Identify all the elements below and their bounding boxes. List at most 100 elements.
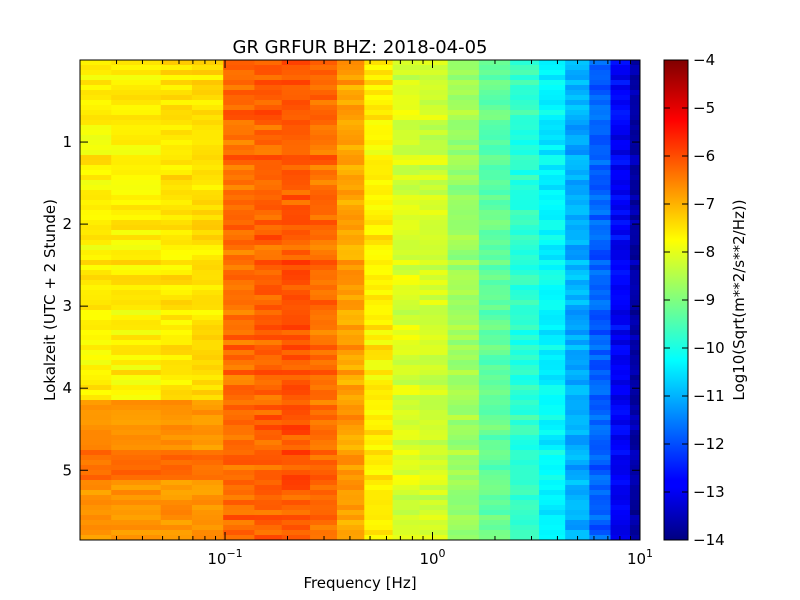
heatmap-cell <box>254 260 283 266</box>
heatmap-cell <box>478 325 511 331</box>
heatmap-cell <box>510 350 540 356</box>
heatmap-cell <box>336 355 365 361</box>
heatmap-cell <box>310 205 338 211</box>
heatmap-cell <box>364 480 394 486</box>
heatmap-cell <box>80 240 112 246</box>
heatmap-cell <box>336 535 365 540</box>
heatmap-cell <box>565 130 590 136</box>
heatmap-cell <box>610 105 631 111</box>
heatmap-cell <box>254 75 283 81</box>
heatmap-cell <box>223 520 256 526</box>
heatmap-cell <box>223 470 256 476</box>
heatmap-cell <box>447 385 480 391</box>
heatmap-cell <box>254 535 283 540</box>
heatmap-cell <box>223 430 256 436</box>
heatmap-cell <box>539 400 566 406</box>
heatmap-cell <box>589 405 612 411</box>
heatmap-cell <box>111 225 162 231</box>
heatmap-cell <box>80 95 112 101</box>
heatmap-cell <box>364 210 394 216</box>
heatmap-cell <box>565 85 590 91</box>
heatmap-cell <box>336 230 365 236</box>
heatmap-cell <box>160 125 193 131</box>
heatmap-cell <box>223 100 256 106</box>
heatmap-cell <box>565 530 590 536</box>
heatmap-cell <box>629 210 640 216</box>
heatmap-cell <box>589 295 612 301</box>
heatmap-cell <box>629 175 640 181</box>
heatmap-cell <box>111 230 162 236</box>
heatmap-cell <box>478 400 511 406</box>
heatmap-cell <box>447 330 480 336</box>
heatmap-cell <box>160 445 193 451</box>
heatmap-cell <box>281 125 311 131</box>
heatmap-cell <box>629 485 640 491</box>
heatmap-cell <box>629 400 640 406</box>
heatmap-cell <box>364 235 394 241</box>
heatmap-cell <box>160 95 193 101</box>
heatmap-cell <box>281 115 311 121</box>
heatmap-cell <box>310 125 338 131</box>
heatmap-cell <box>281 230 311 236</box>
heatmap-cell <box>589 305 612 311</box>
heatmap-cell <box>254 395 283 401</box>
heatmap-cell <box>336 105 365 111</box>
heatmap-cell <box>447 105 480 111</box>
heatmap-cell <box>447 325 480 331</box>
heatmap-cell <box>160 75 193 81</box>
heatmap-cell <box>223 485 256 491</box>
heatmap-cell <box>223 490 256 496</box>
heatmap-cell <box>478 495 511 501</box>
heatmap-cell <box>364 85 394 91</box>
heatmap-cell <box>281 160 311 166</box>
heatmap-cell <box>419 460 449 466</box>
heatmap-cell <box>392 375 421 381</box>
heatmap-cell <box>610 90 631 96</box>
heatmap-cell <box>160 320 193 326</box>
heatmap-cell <box>191 205 224 211</box>
heatmap-cell <box>254 205 283 211</box>
heatmap-cell <box>419 355 449 361</box>
heatmap-cell <box>539 150 566 156</box>
heatmap-cell <box>447 75 480 81</box>
heatmap-cell <box>510 470 540 476</box>
heatmap-cell <box>589 505 612 511</box>
heatmap-cell <box>392 190 421 196</box>
heatmap-cell <box>392 130 421 136</box>
heatmap-cell <box>336 295 365 301</box>
heatmap-cell <box>310 520 338 526</box>
heatmap-cell <box>629 415 640 421</box>
heatmap-cell <box>281 500 311 506</box>
heatmap-cell <box>419 405 449 411</box>
heatmap-cell <box>539 335 566 341</box>
heatmap-cell <box>111 395 162 401</box>
heatmap-cell <box>364 415 394 421</box>
heatmap-cell <box>610 140 631 146</box>
heatmap-cell <box>80 445 112 451</box>
heatmap-cell <box>336 405 365 411</box>
heatmap-cell <box>539 170 566 176</box>
heatmap-cell <box>565 465 590 471</box>
heatmap-cell <box>254 505 283 511</box>
heatmap-cell <box>160 430 193 436</box>
heatmap-cell <box>419 215 449 221</box>
heatmap-cell <box>589 415 612 421</box>
heatmap-cell <box>419 290 449 296</box>
heatmap-cell <box>223 65 256 71</box>
heatmap-cell <box>191 185 224 191</box>
heatmap-cell <box>310 485 338 491</box>
heatmap-cell <box>610 385 631 391</box>
heatmap-cell <box>629 225 640 231</box>
heatmap-cell <box>478 525 511 531</box>
heatmap-cell <box>160 130 193 136</box>
heatmap-cell <box>191 340 224 346</box>
heatmap-cell <box>589 375 612 381</box>
heatmap-cell <box>419 385 449 391</box>
heatmap-cell <box>281 110 311 116</box>
heatmap-cell <box>310 110 338 116</box>
heatmap-cell <box>80 310 112 316</box>
heatmap-cell <box>254 240 283 246</box>
heatmap-cell <box>419 130 449 136</box>
heatmap-cell <box>447 530 480 536</box>
heatmap-cell <box>478 420 511 426</box>
